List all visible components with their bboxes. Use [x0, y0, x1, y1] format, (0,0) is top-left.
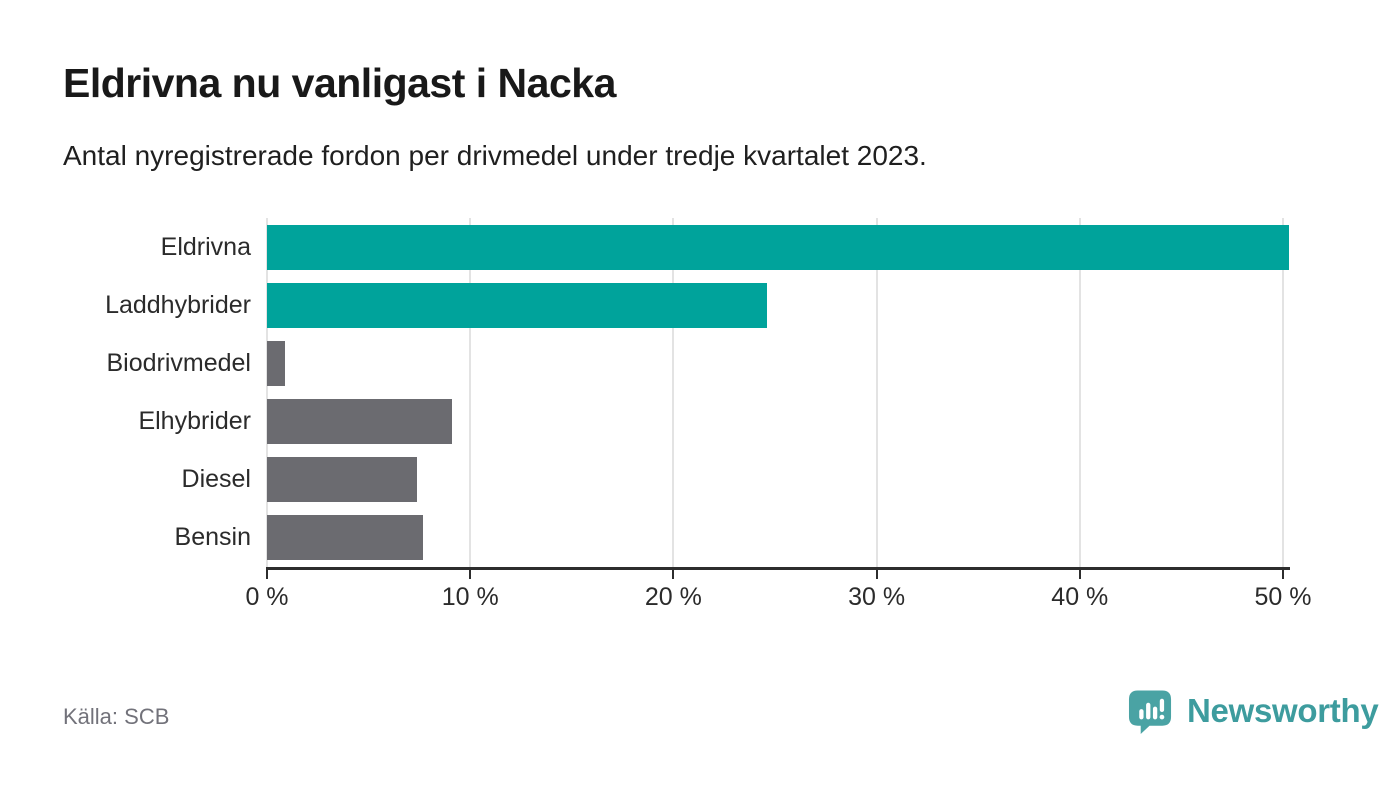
gridline-20: [672, 218, 675, 567]
category-label-bensin: Bensin: [174, 523, 251, 552]
gridline-10: [469, 218, 472, 567]
bar-laddhybrider: [267, 282, 767, 328]
gridline-0: [266, 218, 268, 567]
category-label-laddhybrider: Laddhybrider: [105, 290, 251, 319]
x-axis-tick-label-30: 30 %: [848, 583, 906, 611]
x-axis-tick-label-0: 0 %: [245, 583, 289, 611]
category-label-eldrivna: Eldrivna: [160, 232, 251, 261]
x-axis-tick-label-20: 20 %: [644, 583, 702, 611]
bar-diesel: [267, 457, 418, 503]
x-axis-tick-label-50: 50 %: [1254, 583, 1312, 611]
category-label-diesel: Diesel: [181, 465, 251, 494]
x-axis-tick-label-10: 10 %: [441, 583, 499, 611]
brand-lockup: Newsworthy: [1128, 688, 1379, 736]
brand-name: Newsworthy: [1187, 692, 1379, 729]
x-axis-tick-30: [875, 570, 878, 579]
gridline-40: [1078, 218, 1081, 567]
bar-elhybrider: [267, 399, 452, 445]
page-subtitle: Antal nyregistrerade fordon per drivmede…: [63, 140, 927, 171]
bar-eldrivna: [267, 224, 1290, 270]
x-axis-line: [266, 567, 1290, 570]
x-axis-tick-50: [1282, 570, 1284, 579]
x-axis-tick-20: [672, 570, 675, 579]
page-title: Eldrivna nu vanligast i Nacka: [63, 60, 616, 106]
x-axis-tick-40: [1078, 570, 1081, 579]
gridline-50: [1282, 218, 1284, 567]
plot-area: [266, 218, 1297, 567]
gridline-30: [875, 218, 878, 567]
category-label-biodrivmedel: Biodrivmedel: [106, 348, 251, 377]
x-axis-tick-10: [469, 570, 472, 579]
x-axis-tick-label-40: 40 %: [1051, 583, 1109, 611]
bar-bensin: [267, 515, 424, 561]
x-axis-tick-0: [266, 570, 268, 579]
category-label-elhybrider: Elhybrider: [138, 407, 251, 436]
newsworthy-logo-icon: [1128, 690, 1172, 735]
bar-biodrivmedel: [267, 340, 286, 386]
source-note: Källa: SCB: [63, 704, 170, 729]
category-labels-column: Eldrivna Laddhybrider Biodrivmedel Elhybrid…: [0, 218, 251, 567]
